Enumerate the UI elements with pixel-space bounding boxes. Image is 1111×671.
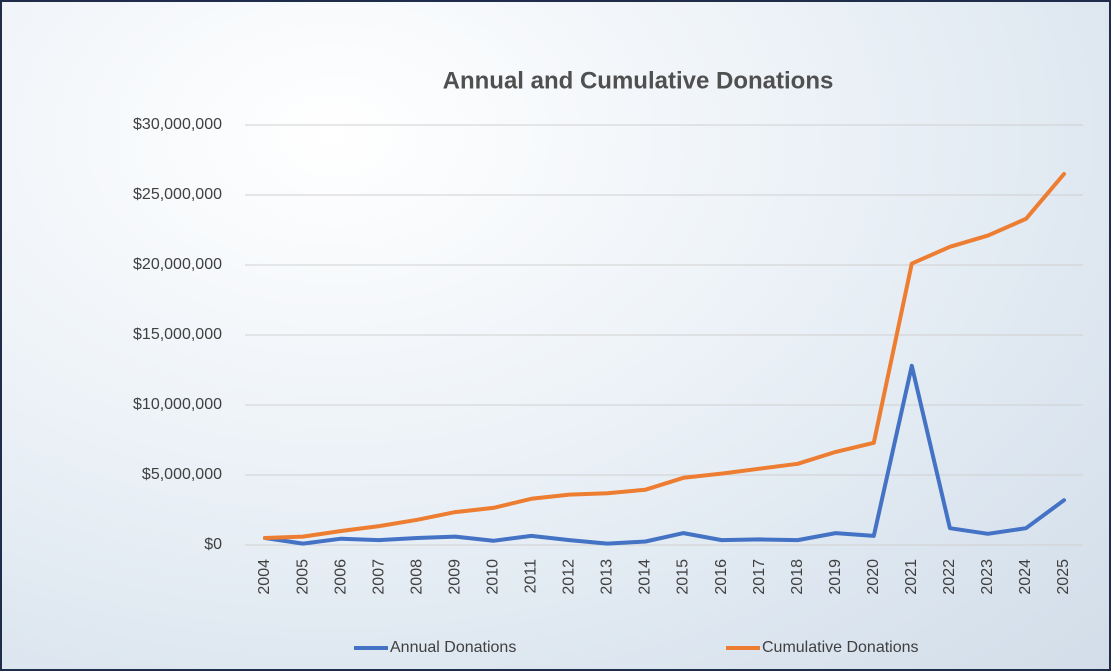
x-tick-label: 2010 [485,559,502,595]
x-tick-label: 2021 [903,559,920,595]
x-tick-label: 2005 [294,559,311,595]
x-tick-label: 2017 [751,559,768,595]
x-tick-label: 2015 [675,559,692,595]
x-tick-label: 2011 [523,559,540,594]
y-tick-label: $0 [204,536,222,553]
y-tick-label: $25,000,000 [133,186,222,203]
x-tick-label: 2016 [713,559,730,595]
y-tick-label: $5,000,000 [142,466,222,483]
x-tick-label: 2008 [408,559,425,595]
x-tick-label: 2019 [827,559,844,595]
x-tick-label: 2006 [332,559,349,595]
x-tick-label: 2022 [941,559,958,595]
x-tick-label: 2009 [446,559,463,595]
x-tick-label: 2020 [865,559,882,595]
y-tick-label: $20,000,000 [133,256,222,273]
x-tick-label: 2004 [256,559,273,595]
legend-label: Annual Donations [390,639,516,656]
data-line [263,363,1066,546]
y-tick-label: $30,000,000 [133,116,222,133]
x-tick-label: 2018 [789,559,806,595]
x-tick-label: 2013 [599,559,616,595]
x-tick-label: 2007 [370,559,387,595]
x-tick-label: 2025 [1055,559,1072,595]
chart-title: Annual and Cumulative Donations [443,67,834,94]
legend-label: Cumulative Donations [762,639,919,656]
y-tick-label: $10,000,000 [133,396,222,413]
x-tick-label: 2024 [1017,559,1034,595]
x-tick-label: 2023 [979,559,996,595]
x-tick-label: 2012 [561,559,578,595]
x-tick-label: 2014 [637,559,654,595]
data-line [263,172,1066,540]
y-tick-label: $15,000,000 [133,326,222,343]
